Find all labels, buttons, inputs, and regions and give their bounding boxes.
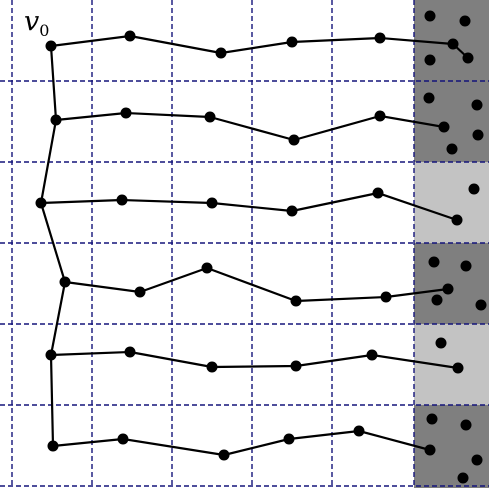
root-label: v0 bbox=[24, 6, 49, 40]
node bbox=[431, 294, 443, 306]
node bbox=[459, 15, 471, 27]
node bbox=[124, 30, 136, 42]
dark-cell-row-4 bbox=[414, 243, 489, 324]
nodes bbox=[35, 10, 487, 484]
branch-row-4 bbox=[63, 266, 450, 303]
node bbox=[283, 433, 295, 445]
node bbox=[288, 134, 300, 146]
node bbox=[206, 361, 218, 373]
node bbox=[438, 121, 450, 133]
node bbox=[286, 36, 298, 48]
dark-cell-row-6 bbox=[414, 405, 489, 488]
node bbox=[134, 286, 146, 298]
shaded-column bbox=[414, 0, 489, 488]
root-label-subscript: 0 bbox=[39, 21, 49, 40]
node bbox=[124, 346, 136, 358]
node bbox=[428, 256, 440, 268]
node bbox=[201, 262, 213, 274]
node bbox=[206, 197, 218, 209]
node bbox=[116, 194, 128, 206]
node bbox=[457, 472, 469, 484]
root-label-letter: v bbox=[24, 6, 39, 37]
node bbox=[424, 444, 436, 456]
light-cell-row-5 bbox=[414, 324, 489, 405]
branch-row-5 bbox=[49, 350, 460, 370]
node bbox=[374, 110, 386, 122]
node bbox=[446, 143, 458, 155]
branch-row-6 bbox=[51, 429, 432, 457]
branch-row-2 bbox=[54, 111, 446, 142]
edges bbox=[39, 34, 470, 457]
node bbox=[475, 299, 487, 311]
node-v0 bbox=[45, 40, 57, 52]
node bbox=[45, 349, 57, 361]
trunk-path bbox=[39, 44, 67, 448]
node bbox=[471, 99, 483, 111]
node bbox=[372, 187, 384, 199]
node bbox=[117, 433, 129, 445]
node bbox=[50, 114, 62, 126]
branch-row-1 bbox=[49, 34, 470, 60]
node bbox=[451, 214, 463, 226]
node bbox=[59, 276, 71, 288]
node bbox=[120, 107, 132, 119]
node bbox=[435, 337, 447, 349]
node bbox=[218, 449, 230, 461]
node bbox=[215, 47, 227, 59]
node bbox=[380, 291, 392, 303]
node bbox=[423, 92, 435, 104]
node bbox=[472, 129, 484, 141]
light-cell-row-3 bbox=[414, 162, 489, 243]
node bbox=[424, 54, 436, 66]
node bbox=[442, 283, 454, 295]
node bbox=[286, 205, 298, 217]
node bbox=[471, 454, 483, 466]
node bbox=[353, 425, 365, 437]
node bbox=[462, 52, 474, 64]
node bbox=[426, 413, 438, 425]
node bbox=[204, 111, 216, 123]
node bbox=[447, 38, 459, 50]
node bbox=[366, 349, 378, 361]
branch-row-3 bbox=[39, 191, 459, 222]
node bbox=[468, 183, 480, 195]
node bbox=[452, 362, 464, 374]
node bbox=[374, 32, 386, 44]
node bbox=[47, 440, 59, 452]
node bbox=[460, 260, 472, 272]
node bbox=[424, 10, 436, 22]
node bbox=[290, 295, 302, 307]
node bbox=[35, 197, 47, 209]
node bbox=[290, 360, 302, 372]
node bbox=[460, 419, 472, 431]
